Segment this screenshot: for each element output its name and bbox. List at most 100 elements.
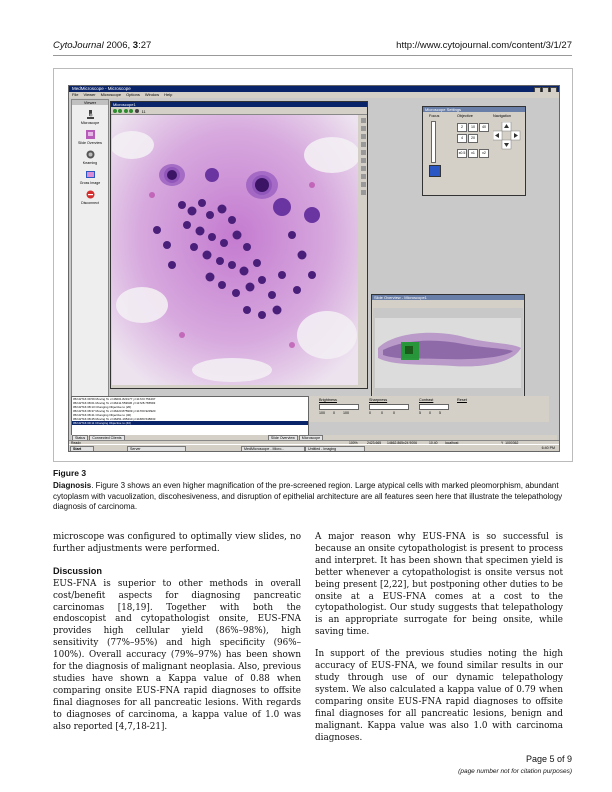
microscope-zoom-value: 11	[141, 109, 146, 114]
objective-10-button: 10	[468, 123, 478, 132]
page-number-note: (page number not for citation purposes)	[458, 768, 572, 775]
arrow-icon	[361, 174, 366, 179]
microscope-side-toolbar	[360, 115, 367, 265]
disconnect-icon	[86, 190, 94, 199]
viewer-item-label: Gross Image	[79, 181, 101, 185]
line-icon	[361, 150, 366, 155]
viewer-title: Viewer	[72, 100, 108, 105]
objective-2-button: 2	[457, 123, 467, 132]
task-medmicroscope: MedMicroscope - Micro...	[241, 445, 305, 451]
tab-bar: Status Connected Clients Slide Overview Mi…	[71, 435, 557, 441]
sharpness-label: Sharpness	[369, 398, 388, 402]
kearning-icon	[86, 150, 94, 159]
status-zoom: 100%	[349, 441, 358, 445]
figure-3-frame: MedMicroscope - Microscope File Viewer Mic…	[53, 68, 573, 462]
contrast-value: 5	[439, 411, 441, 415]
os-taskbar: Start Server MedMicroscope - Micro... Un…	[69, 444, 559, 451]
contrast-value: 5	[419, 411, 421, 415]
figure-caption: Figure 3 Diagnosis. Figure 3 shows an ev…	[53, 468, 573, 513]
objective-20-button: 20	[468, 134, 478, 143]
sharpness-value: 0	[381, 411, 383, 415]
task-imaging: Untitled - Imaging	[305, 445, 365, 451]
sharpness-value: 0	[369, 411, 371, 415]
hand-icon	[361, 134, 366, 139]
sharpness-value: 0	[393, 411, 395, 415]
status-time: 10.40	[429, 441, 438, 445]
step-half-button: x0.5	[457, 149, 467, 158]
journal-volume: 3	[132, 40, 139, 51]
sharpness-slider	[369, 404, 409, 410]
discussion-heading: Discussion	[53, 565, 103, 576]
menu-help: Help	[164, 92, 173, 97]
running-header-url[interactable]: http://www.cytojournal.com/content/3/1/2…	[396, 40, 572, 51]
page-number: Page 5 of 9	[525, 754, 572, 764]
contrast-label: Contrast	[419, 398, 434, 402]
viewer-item-label: Kearning	[82, 161, 98, 165]
focus-slider	[431, 121, 436, 163]
status-ready: Ready	[71, 441, 81, 445]
slide-overview-icon	[85, 130, 95, 139]
microscope-settings-window: Microscope Settings Focus Objective Navi…	[422, 106, 526, 196]
right-column: A major reason why EUS-FNA is so success…	[315, 532, 563, 754]
back-icon	[123, 108, 128, 113]
rectangle-icon	[361, 158, 366, 163]
brightness-value: 0	[333, 411, 335, 415]
left-intro-paragraph: microscope was configured to optimally v…	[53, 532, 301, 554]
pointer-icon	[361, 118, 366, 123]
running-header-journal: CytoJournal 2006, 3:27	[53, 40, 151, 51]
viewer-item-microscope: Microscope	[72, 109, 108, 125]
right-paragraph-1: A major reason why EUS-FNA is so success…	[315, 532, 563, 638]
fill-icon	[361, 182, 366, 187]
contrast-value: 0	[429, 411, 431, 415]
menu-file: File	[72, 92, 79, 97]
objective-40-button: 40	[479, 123, 489, 132]
status-bar: Ready 100% 2423.665 14662.865x24 9006 10…	[69, 440, 559, 446]
objective-label: Objective	[457, 114, 473, 118]
event-log: 05/10/716:39:59 Moving To x=46001.823177…	[71, 396, 309, 436]
taskbar-clock: 6:40 PM	[541, 446, 555, 450]
caption-head: Diagnosis	[53, 481, 92, 491]
slide-overview-title: Slide Overview - Microscope1	[372, 295, 524, 300]
objective-4-button: 4	[457, 134, 467, 143]
focus-label: Focus	[429, 114, 440, 118]
slide-overview-window: Slide Overview - Microscope1	[371, 294, 525, 404]
microscope-window: Microscope1 11	[110, 101, 368, 389]
header-rule	[53, 55, 572, 56]
status-coords: 14662.865x24 9006	[387, 441, 417, 445]
caption-body: . Figure 3 shows an even higher magnific…	[53, 481, 563, 512]
journal-name: CytoJournal	[53, 40, 104, 51]
play-icon	[112, 108, 117, 113]
viewer-item-label: Microscope	[80, 121, 100, 125]
app-menubar: File Viewer Microscope Options Window Help	[69, 92, 559, 98]
viewer-item-kearning: Kearning	[72, 149, 108, 165]
menu-viewer: Viewer	[83, 92, 96, 97]
right-paragraph-2: In support of the previous studies notin…	[315, 649, 563, 743]
step-1-button: x1	[468, 149, 478, 158]
log-line: 05/10/716:38:13 Changing Objective to (2…	[73, 405, 132, 409]
brightness-value: 100	[319, 411, 325, 415]
brightness-slider	[319, 404, 359, 410]
forward-icon	[118, 108, 122, 113]
ellipse-icon	[361, 166, 366, 171]
figure-label: Figure 3	[53, 468, 87, 478]
slide-overview-toolbar	[372, 300, 524, 307]
log-line: 05/10/716:38:45 Moving To x=46451.165410…	[73, 417, 156, 421]
log-line: 05/10/716:38:37 Moving To x=46423.875909…	[73, 409, 156, 413]
crosshair-icon	[361, 126, 366, 131]
left-column: microscope was configured to optimally v…	[53, 532, 301, 744]
menu-window: Window	[144, 92, 160, 97]
eraser-icon	[361, 190, 366, 195]
viewer-item-disconnect: Disconnect	[72, 189, 108, 205]
caption-text: Diagnosis. Figure 3 shows an even higher…	[53, 481, 573, 512]
status-id: Y_1000362	[501, 441, 519, 445]
slide-overview-image	[373, 308, 523, 401]
viewer-item-label: Slide Overview	[78, 141, 102, 145]
status-x: 2423.665	[367, 441, 382, 445]
menu-microscope: Microscope	[100, 92, 122, 97]
start-button: Start	[70, 445, 94, 451]
journal-year: 2006,	[106, 40, 131, 51]
brightness-label: Brightness	[319, 398, 337, 402]
microscope-window-title: Microscope1	[111, 102, 367, 107]
microscopy-image	[112, 115, 358, 385]
log-line-selected: 05/10/716:39:11 Changing Objective to (4…	[72, 421, 308, 425]
